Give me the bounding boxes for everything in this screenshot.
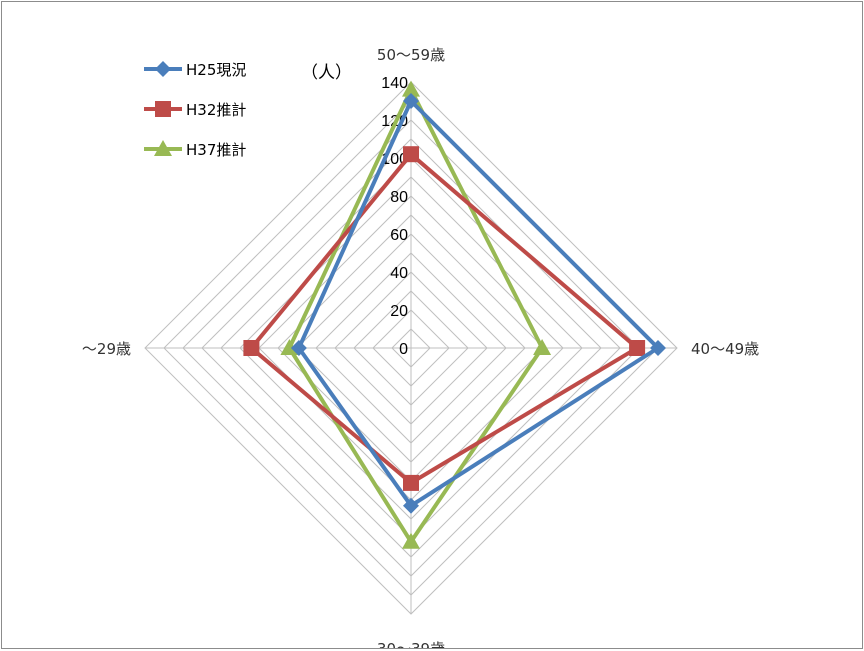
data-point-square	[403, 474, 419, 491]
data-point-square	[155, 101, 171, 117]
legend-item: H32推計	[144, 101, 246, 119]
legend: H25現況 H32推計 H37推計	[144, 61, 246, 159]
data-point-square	[403, 146, 419, 163]
data-point-diamond	[155, 61, 171, 77]
series	[243, 80, 666, 549]
category-label: 40〜49歳	[691, 340, 759, 358]
data-point-diamond	[403, 497, 419, 514]
tick-label: 60	[390, 227, 408, 244]
category-label: 〜29歳	[82, 340, 131, 358]
legend-label: H37推計	[186, 141, 246, 159]
data-point-square	[629, 340, 646, 356]
category-label: 50〜59歳	[377, 46, 445, 64]
category-labels: 50〜59歳 40〜49歳 30〜39歳 〜29歳	[82, 46, 759, 648]
series-line	[249, 152, 640, 485]
data-point-triangle	[402, 532, 420, 549]
data-point-diamond	[650, 340, 666, 356]
data-point-triangle	[402, 80, 420, 97]
data-point-diamond	[403, 93, 419, 109]
data-point-diamond	[290, 340, 307, 356]
tick-label: 0	[399, 341, 408, 358]
tick-label: 80	[390, 189, 408, 206]
unit-label: （人）	[301, 63, 352, 83]
legend-label: H32推計	[186, 101, 246, 119]
legend-item: H37推計	[144, 140, 246, 159]
legend-label: H25現況	[186, 61, 246, 79]
series-2	[280, 80, 552, 549]
data-point-triangle	[533, 339, 552, 355]
category-label: 30〜39歳	[377, 640, 445, 648]
series-1	[243, 146, 646, 491]
tick-label: 40	[390, 265, 408, 282]
series-0	[290, 93, 666, 514]
data-point-triangle	[154, 140, 172, 156]
tick-label: 140	[381, 75, 408, 92]
data-point-square	[243, 340, 260, 356]
tick-label: 20	[390, 303, 408, 320]
legend-item: H25現況	[144, 61, 246, 79]
